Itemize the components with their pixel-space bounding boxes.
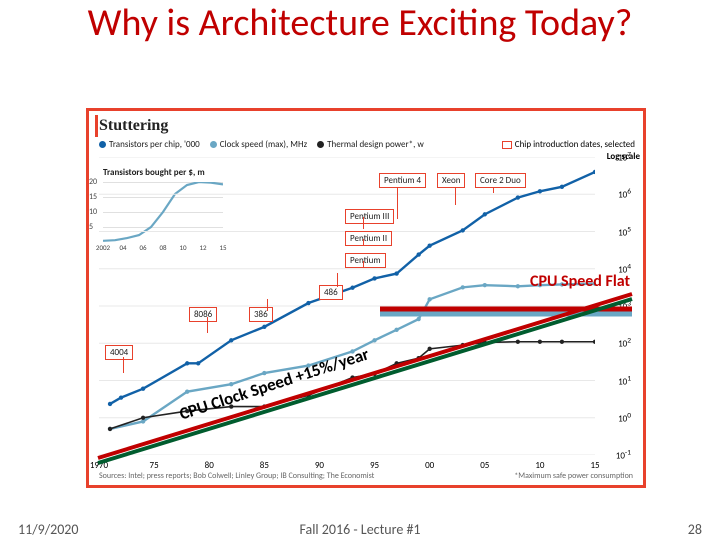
panel-title: Stuttering — [99, 117, 168, 135]
economist-chart-panel: Stuttering Transistors per chip, '000 Cl… — [86, 108, 646, 488]
main-chart-plot: Log scale 10-110010110210310410510610719… — [99, 157, 595, 455]
chip-label: Xeon — [437, 173, 465, 188]
footer-center: Fall 2016 - Lecture #1 — [0, 521, 720, 538]
footer-page: 28 — [688, 521, 702, 538]
chip-label: 8086 — [189, 307, 217, 322]
chip-label: 486 — [319, 285, 343, 300]
title-sidebar — [95, 115, 98, 137]
main-chart-svg — [99, 157, 595, 455]
legend-clock: Clock speed (max), MHz — [210, 139, 307, 150]
cpu-speed-flat-label: CPU Speed Flat — [530, 272, 630, 291]
chip-label: Core 2 Duo — [475, 173, 526, 188]
chip-label: 4004 — [105, 345, 133, 360]
power-footnote: *Maximum safe power consumption — [514, 471, 633, 481]
chip-label: Pentium III — [345, 209, 394, 224]
chip-label: Pentium 4 — [379, 173, 426, 188]
chip-label: 386 — [249, 307, 273, 322]
legend: Transistors per chip, '000 Clock speed (… — [99, 139, 424, 150]
legend-chip-intro: Chip introduction dates, selected — [502, 139, 635, 150]
legend-power: Thermal design power*, w — [317, 139, 424, 150]
chip-label: Pentium II — [345, 231, 392, 246]
chip-label: Pentium — [345, 253, 386, 268]
sources-footnote: Sources: Intel; press reports; Bob Colwe… — [99, 471, 374, 481]
legend-transistors: Transistors per chip, '000 — [99, 139, 200, 150]
slide-title: Why is Architecture Exciting Today? — [0, 4, 720, 44]
